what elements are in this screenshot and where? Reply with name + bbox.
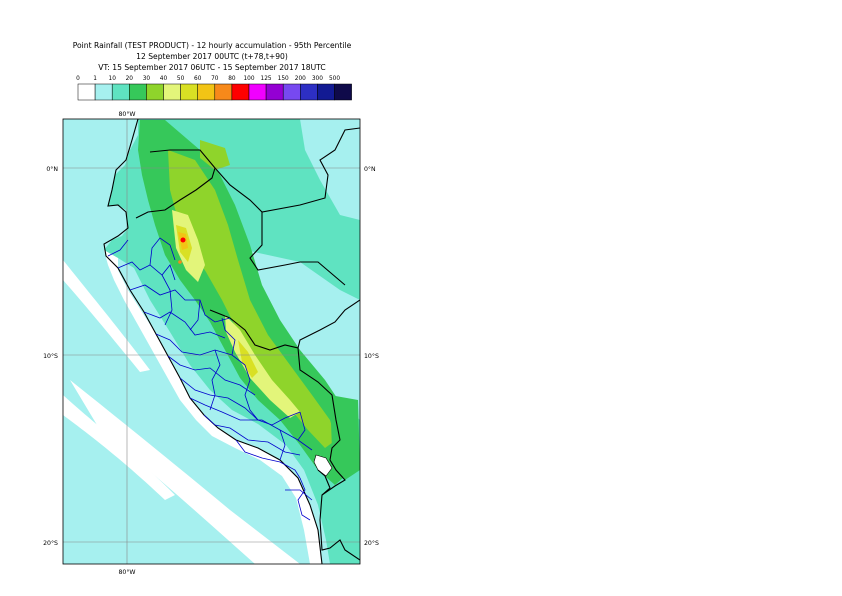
lat-label-right-1: 10°S [364,352,379,360]
lon-label-bottom: 80°W [118,568,135,576]
legend-tick-9: 80 [228,76,236,82]
legend-box-15 [334,83,352,101]
offshore-dry-streak-2 [63,260,150,372]
legend-tick-6: 50 [177,76,185,82]
legend-color-boxes [77,83,352,101]
eastern-light-area [300,119,360,220]
eastern-rain-band [330,395,360,480]
legend-tick-14: 300 [312,76,323,82]
legend-tick-0: 0 [76,76,80,82]
lat-label-right-0: 0°N [364,165,376,173]
map-field [63,119,360,564]
lat-label-right-2: 20°S [364,539,379,547]
north-rain-band [200,140,230,170]
legend-tick-1: 1 [93,76,97,82]
country-borders [103,119,360,564]
lat-label-left-1: 10°S [43,352,58,360]
legend-tick-15: 500 [329,76,340,82]
rain-core-70mm [178,260,182,264]
andes-rain-band-40mm-2 [225,315,300,418]
legend-tick-4: 30 [143,76,151,82]
title-line-3: VT: 15 September 2017 06UTC - 15 Septemb… [98,63,326,72]
lon-label-top: 80°W [118,110,135,118]
lowland-light-band [245,250,360,420]
lat-label-left-0: 0°N [46,165,58,173]
offshore-dry-streak-3 [63,395,175,500]
colorbar-legend: 0 1 10 20 30 40 50 60 70 80 100 125 150 200 300 500 [76,76,352,101]
legend-tick-10: 100 [243,76,254,82]
rain-core-80mm [180,237,186,243]
legend-tick-13: 200 [295,76,306,82]
legend-tick-5: 40 [160,76,168,82]
coastal-light-strip [118,258,330,564]
legend-tick-8: 70 [211,76,219,82]
andes-rain-band-30mm [168,150,336,448]
lat-label-left-2: 20°S [43,539,58,547]
legend-tick-7: 60 [194,76,202,82]
map-frame [62,118,361,565]
lake [313,454,333,477]
title-line-2: 12 September 2017 00UTC (t+78,t+90) [136,52,288,61]
legend-tick-2: 10 [109,76,117,82]
graticule [63,119,360,564]
legend-tick-3: 20 [126,76,134,82]
legend-tick-11: 125 [261,76,272,82]
legend-tick-12: 150 [278,76,289,82]
region-borders [107,237,313,521]
andes-rain-band-50mm-2 [238,340,258,378]
legend-tick-labels: 0 1 10 20 30 40 50 60 70 80 100 125 150 200 300 500 [76,76,340,82]
title-line-1: Point Rainfall (TEST PRODUCT) - 12 hourl… [72,41,352,50]
